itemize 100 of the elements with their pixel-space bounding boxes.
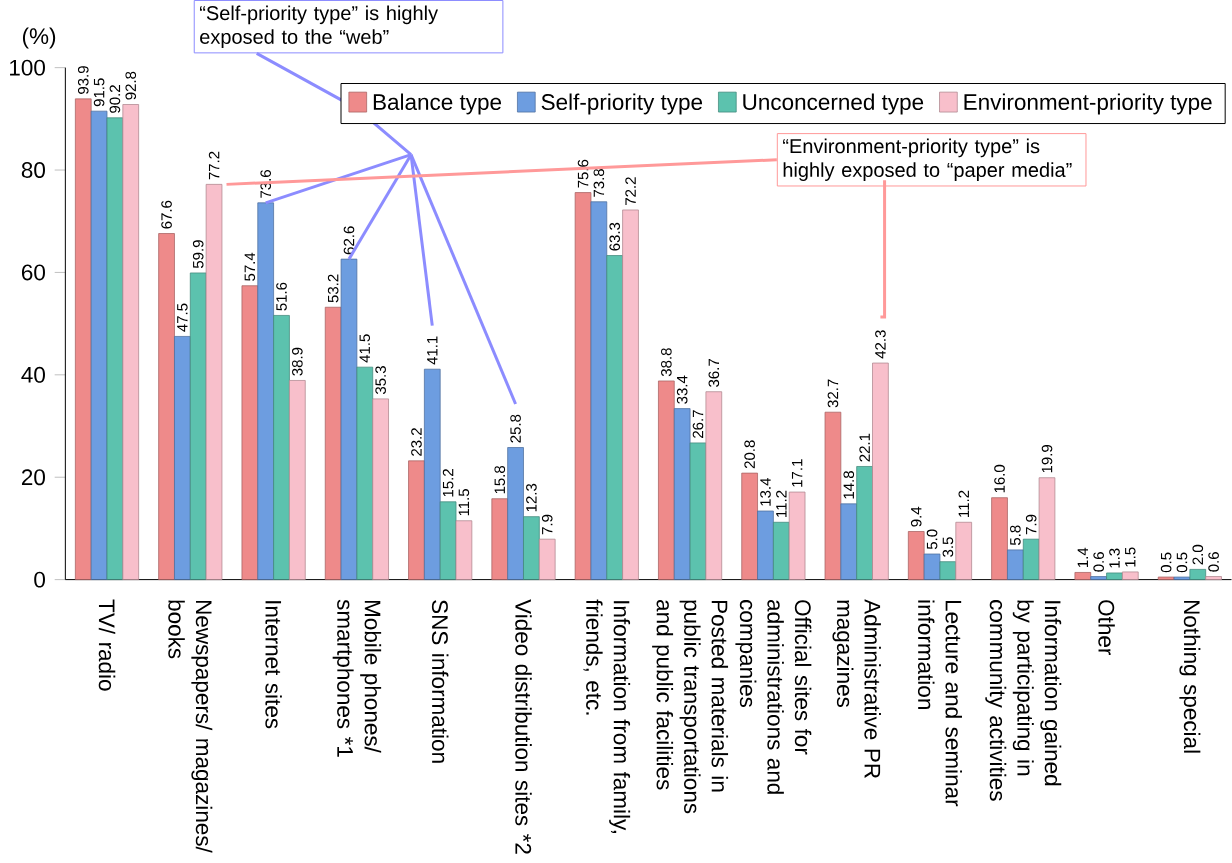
data-label: 19.9 [1041, 444, 1053, 473]
data-label: 7.9 [1025, 514, 1037, 534]
data-label: 15.8 [494, 465, 506, 494]
bar [189, 272, 207, 580]
bar [174, 335, 191, 580]
data-label: 72.2 [625, 177, 636, 205]
data-label: 73.8 [593, 168, 605, 197]
x-tick-label: Posted materials in public transportations and public facilities [652, 599, 729, 814]
data-label: 32.7 [827, 379, 839, 408]
data-label: 15.2 [442, 468, 454, 497]
bar [856, 465, 873, 580]
bar [122, 103, 140, 580]
bar [1074, 571, 1092, 580]
bar [289, 379, 306, 580]
bar [1106, 572, 1123, 580]
data-label: 2.0 [1192, 544, 1204, 565]
y-tick-label: 40 [21, 366, 45, 383]
bar [340, 258, 358, 580]
y-tick-label: 100 [10, 59, 45, 76]
data-label: 33.4 [676, 375, 688, 404]
bar [1173, 576, 1191, 580]
bar [824, 411, 842, 580]
bar [408, 460, 425, 580]
data-label: 1.3 [1109, 548, 1120, 568]
bar [773, 521, 790, 580]
bar [757, 510, 774, 580]
data-label: 57.4 [244, 252, 256, 281]
bar [939, 561, 957, 580]
bar [907, 530, 925, 580]
data-label: 16.0 [994, 464, 1005, 493]
data-label: 77.2 [208, 151, 220, 180]
data-label: 17.1 [791, 459, 803, 487]
bar [273, 314, 290, 580]
text: “Self-priority type” is highly exposed to the “web” [199, 5, 439, 48]
data-label: 36.7 [708, 358, 720, 387]
x-tick-label: Administrative PR magazines [832, 598, 881, 778]
data-label: 12.3 [526, 483, 537, 512]
legend-label: Unconcerned type [743, 93, 924, 115]
data-label: 5.8 [1010, 525, 1021, 545]
data-label: 38.9 [292, 347, 303, 376]
data-label: 3.5 [942, 537, 954, 557]
x-tick-label: Mobile phones/ smartphones *1 [332, 599, 382, 757]
y-axis-title: (%) [22, 27, 56, 49]
data-label: 47.5 [177, 303, 188, 332]
y-tick-label: 80 [21, 161, 45, 178]
x-tick-label: Newspapers/ magazines/ books [168, 600, 213, 853]
x-tick-label: Video distribution sites *2 [515, 599, 532, 854]
bar [158, 232, 175, 580]
data-label: 25.8 [510, 414, 521, 443]
data-label: 51.6 [276, 282, 287, 311]
bar [1189, 568, 1207, 580]
legend-label: Environment-priority type [964, 93, 1212, 115]
x-tick-label: Information gained by participating in community activities [985, 599, 1062, 801]
data-label: 0.6 [1208, 551, 1219, 572]
bar [1205, 575, 1222, 580]
bar [574, 191, 592, 580]
x-tick-label: Other [1098, 599, 1115, 655]
bar [74, 98, 92, 580]
x-tick-label: SNS information [431, 599, 449, 763]
bar [455, 520, 473, 580]
x-tick-label: Nothing special [1179, 600, 1201, 753]
y-tick-label: 60 [21, 264, 45, 281]
bar [423, 368, 441, 580]
data-label: 92.8 [125, 71, 137, 100]
data-label: 13.4 [760, 477, 771, 506]
bar [538, 538, 556, 580]
bar [658, 380, 675, 580]
data-label: 59.9 [192, 240, 204, 268]
data-label: 20.8 [744, 440, 755, 468]
data-label: 1.4 [1077, 547, 1088, 567]
legend-label: Balance type [373, 93, 502, 115]
bar [622, 209, 639, 580]
bar [205, 183, 223, 580]
data-label: 11.5 [458, 488, 470, 516]
data-label: 41.5 [359, 334, 371, 363]
data-label: 42.3 [875, 330, 886, 359]
data-label: 22.1 [859, 433, 870, 462]
bar [840, 503, 858, 580]
data-label: 35.3 [375, 365, 386, 394]
bar [741, 472, 758, 580]
bar [590, 201, 608, 580]
y-tick-label: 0 [34, 571, 45, 588]
bar [788, 491, 806, 580]
bar [372, 398, 389, 580]
bar [257, 202, 274, 580]
bar [439, 501, 457, 580]
data-label: 90.2 [109, 84, 121, 113]
x-tick-label: Information from family, friends, etc. [583, 599, 631, 833]
data-label: 7.9 [541, 514, 553, 534]
data-label: 38.8 [661, 347, 672, 376]
data-label: 53.2 [327, 274, 339, 303]
bar [106, 117, 124, 580]
bar [1007, 549, 1024, 580]
bar [673, 408, 691, 580]
data-label: 41.1 [427, 336, 438, 365]
data-label: 91.5 [93, 78, 105, 106]
data-label: 14.8 [843, 470, 855, 499]
bar [356, 366, 374, 580]
bar [523, 516, 540, 580]
data-label: 75.6 [577, 159, 589, 188]
